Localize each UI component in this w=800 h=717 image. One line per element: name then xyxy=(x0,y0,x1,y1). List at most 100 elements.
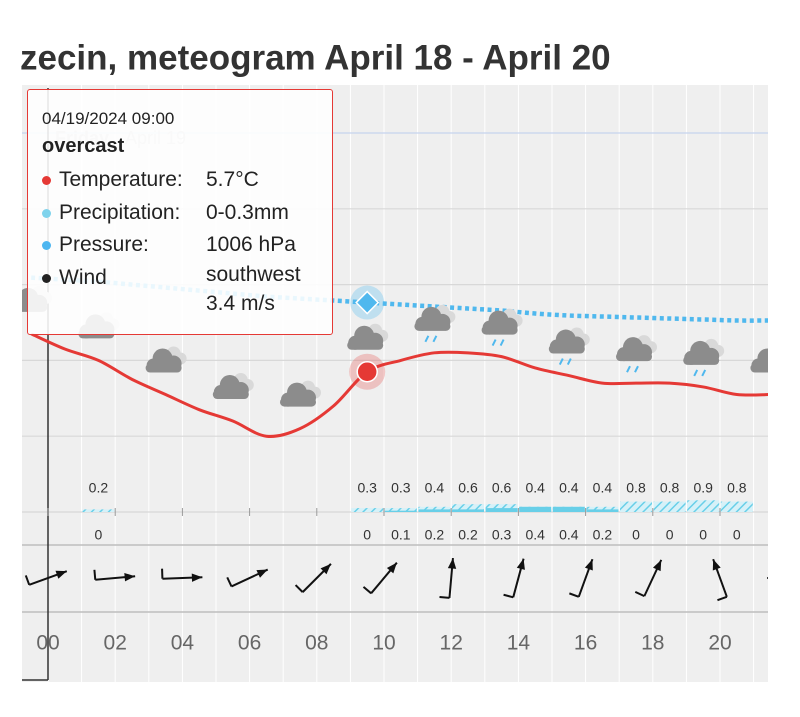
rain-drop xyxy=(693,369,699,377)
precipitation-min-label: 0 xyxy=(363,527,371,543)
wind-arrow xyxy=(767,577,768,579)
chart-title: zecin, meteogram April 18 - April 20 xyxy=(20,38,611,77)
weather-symbol xyxy=(347,323,389,350)
tooltip-time: 04/19/2024 09:00 xyxy=(42,109,175,128)
rain-drop xyxy=(626,365,631,373)
rain-drop xyxy=(701,369,707,377)
tooltip-dot xyxy=(42,273,51,283)
cloud-back xyxy=(779,353,791,365)
wind-arrow xyxy=(362,562,398,595)
precipitation-max-label: 0.8 xyxy=(626,480,646,496)
wind-head xyxy=(191,573,203,582)
x-tick-label: 00 xyxy=(36,632,59,655)
x-tick-label: 10 xyxy=(372,632,395,655)
weather-symbol xyxy=(683,338,725,377)
wind-barb xyxy=(93,569,97,580)
precipitation-max-bar xyxy=(384,508,417,512)
precipitation-min-bar xyxy=(418,509,451,512)
tooltip-label: Temperature: xyxy=(59,168,183,191)
wind-head xyxy=(256,569,268,578)
wind-head xyxy=(124,572,136,582)
precipitation-max-bar xyxy=(82,509,115,512)
x-tick-label: 08 xyxy=(305,632,328,655)
cloud-base xyxy=(683,355,720,365)
wind-arrow xyxy=(503,558,525,599)
cloud-base xyxy=(414,321,451,331)
precipitation-min-label: 0 xyxy=(632,527,640,543)
wind-arrow xyxy=(634,559,663,598)
wind-head xyxy=(386,562,397,574)
wind-arrow xyxy=(24,570,68,586)
precipitation-max-bar xyxy=(452,504,484,512)
wind-arrow xyxy=(569,558,594,598)
precipitation-max-label: 0.6 xyxy=(492,480,512,496)
precipitation-max-bar xyxy=(687,500,720,512)
tooltip-label: Precipitation: xyxy=(59,201,181,224)
tooltip-row: Pressure: 1006 hPa xyxy=(42,233,296,257)
cloud-base xyxy=(616,352,652,362)
cloud-base xyxy=(145,363,182,373)
cloud-base xyxy=(750,363,768,373)
tooltip-row: Temperature: 5.7°C xyxy=(42,168,259,192)
wind-arrow xyxy=(226,568,269,588)
precipitation-min-bar xyxy=(452,509,484,512)
precipitation-max-label: 0.4 xyxy=(425,480,445,496)
wind-head xyxy=(653,559,662,572)
precipitation-min-bar xyxy=(384,510,417,512)
tooltip: 04/19/2024 09:00 overcast Temperature: 5.… xyxy=(27,89,333,335)
tooltip-value: 1006 hPa xyxy=(206,233,296,256)
pressure-line xyxy=(31,275,768,323)
wind-arrow xyxy=(712,558,728,602)
precipitation-min-label: 0 xyxy=(699,527,707,543)
wind-head xyxy=(767,577,768,579)
wind-barb xyxy=(226,576,233,587)
rain-drop xyxy=(432,335,438,343)
cloud-back xyxy=(771,347,785,361)
weather-symbol xyxy=(616,335,657,373)
wind-barb xyxy=(503,593,514,599)
precipitation-max-label: 0.4 xyxy=(559,480,579,496)
tooltip-condition: overcast xyxy=(42,135,125,157)
wind-barb xyxy=(569,592,580,598)
tooltip-dot xyxy=(42,208,51,218)
x-tick-label: 04 xyxy=(171,632,195,655)
x-tick-label: 14 xyxy=(507,632,531,655)
wind-head xyxy=(584,559,593,571)
cloud-front xyxy=(770,356,786,372)
wind-arrow xyxy=(294,563,332,593)
cloud-base xyxy=(280,397,316,407)
x-tick-label: 06 xyxy=(238,632,261,655)
weather-symbol xyxy=(481,308,523,347)
precipitation-min-label: 0 xyxy=(666,527,674,543)
rain-drop xyxy=(558,358,564,366)
tooltip-dot xyxy=(42,175,51,185)
wind-arrow xyxy=(93,569,136,582)
wind-head xyxy=(516,558,525,570)
precipitation-max-label: 0.4 xyxy=(593,480,613,496)
precipitation-min-label: 0.4 xyxy=(525,527,545,543)
precipitation-max-bar xyxy=(720,501,753,512)
weather-symbol xyxy=(414,304,456,343)
precipitation-min-label: 0.2 xyxy=(425,527,445,543)
tooltip-value: 3.4 m/s xyxy=(206,292,275,315)
tooltip-value: 0-0.3mm xyxy=(206,201,289,224)
wind-barb xyxy=(717,595,728,602)
tooltip-dot xyxy=(42,240,51,250)
wind-arrow xyxy=(161,568,203,582)
tooltip-label: Wind xyxy=(59,266,107,289)
temperature-line xyxy=(30,332,768,438)
rain-drop xyxy=(634,365,639,373)
weather-symbol xyxy=(548,327,590,366)
precipitation-max-label: 0.6 xyxy=(458,480,478,496)
precipitation-min-bar xyxy=(552,506,585,512)
precipitation-max-bar xyxy=(351,508,384,512)
wind-barb xyxy=(439,596,450,599)
x-tick-label: 12 xyxy=(440,632,463,655)
x-tick-label: 18 xyxy=(641,632,664,655)
precipitation-min-label: 0.1 xyxy=(391,527,411,543)
precipitation-max-label: 0.2 xyxy=(89,480,109,496)
precipitation-max-bar xyxy=(653,501,686,512)
cloud-base xyxy=(212,390,249,400)
precipitation-max-label: 0.3 xyxy=(357,480,377,496)
